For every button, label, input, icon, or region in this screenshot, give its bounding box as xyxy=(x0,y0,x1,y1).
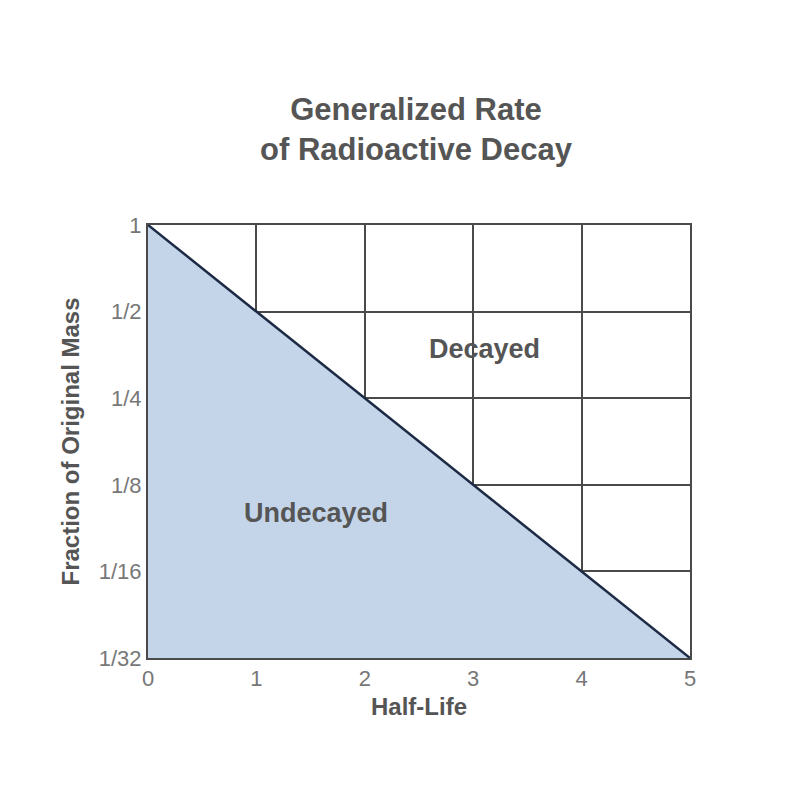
svg-text:1/8: 1/8 xyxy=(111,473,142,498)
svg-text:5: 5 xyxy=(684,666,696,691)
svg-text:0: 0 xyxy=(142,666,154,691)
svg-text:2: 2 xyxy=(359,666,371,691)
svg-text:1: 1 xyxy=(129,213,141,238)
svg-text:1: 1 xyxy=(250,666,262,691)
svg-text:Undecayed: Undecayed xyxy=(244,498,388,528)
svg-text:1/16: 1/16 xyxy=(99,559,142,584)
svg-text:1/32: 1/32 xyxy=(99,646,142,671)
svg-text:1/4: 1/4 xyxy=(111,386,142,411)
svg-text:1/2: 1/2 xyxy=(111,299,142,324)
svg-text:Fraction of Original Mass: Fraction of Original Mass xyxy=(57,297,84,585)
svg-text:Generalized Rateof Radioactive: Generalized Rateof Radioactive Decay xyxy=(260,92,573,167)
svg-text:Decayed: Decayed xyxy=(429,334,540,364)
svg-text:3: 3 xyxy=(467,666,479,691)
svg-text:Half-Life: Half-Life xyxy=(371,693,467,720)
svg-text:4: 4 xyxy=(575,666,587,691)
